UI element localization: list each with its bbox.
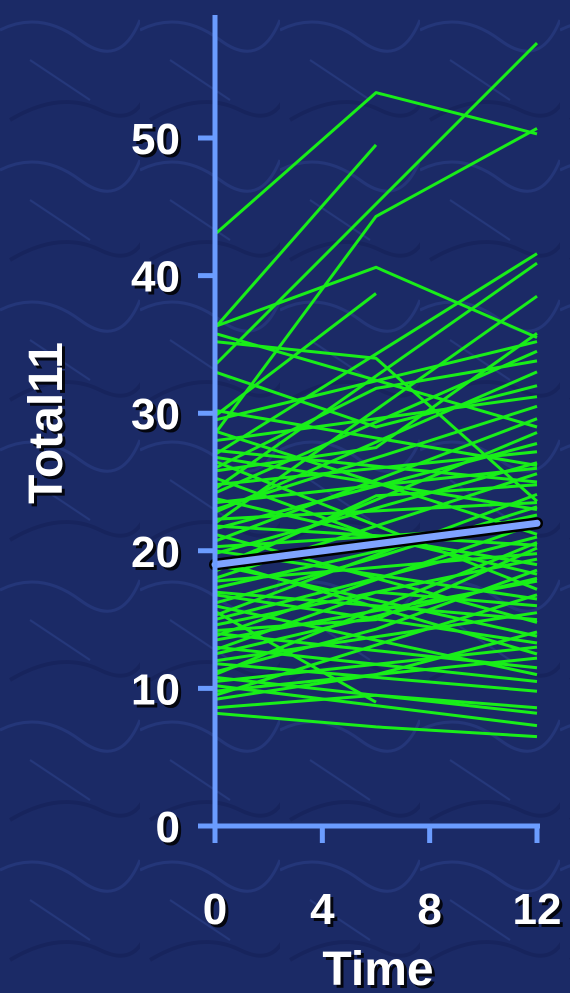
y-axis-title: Total11 bbox=[20, 342, 73, 504]
y-tick-label-50-shadow: 50 bbox=[134, 118, 183, 167]
y-tick-label-20-shadow: 20 bbox=[134, 531, 183, 580]
y-tick-label-20: 20 bbox=[131, 528, 180, 577]
trajectory-line-56 bbox=[214, 431, 538, 569]
trajectory-line-67 bbox=[214, 524, 538, 547]
trajectory-line-55 bbox=[214, 370, 538, 429]
trajectory-line-36 bbox=[214, 593, 538, 645]
x-tick-label-8: 8 bbox=[417, 885, 441, 934]
trajectory-line-52 bbox=[214, 395, 538, 443]
trajectory-line-1 bbox=[214, 91, 538, 236]
trajectory-line-59 bbox=[214, 593, 538, 697]
individual-trajectories bbox=[213, 42, 539, 739]
trajectory-line-14 bbox=[214, 349, 538, 495]
y-tick-label-40-shadow: 40 bbox=[134, 256, 183, 305]
y-tick-label-0: 0 bbox=[156, 803, 180, 852]
y-tick-label-40: 40 bbox=[131, 253, 180, 302]
trajectory-line-16 bbox=[214, 404, 538, 511]
trajectory-line-26 bbox=[214, 505, 538, 605]
trajectory-line-64 bbox=[214, 576, 538, 656]
trajectory-line-70 bbox=[214, 675, 538, 715]
x-tick-label-4-shadow: 4 bbox=[313, 888, 338, 937]
trajectory-line-8 bbox=[214, 261, 538, 491]
trajectory-line-2 bbox=[213, 42, 539, 367]
x-tick-label-0: 0 bbox=[203, 885, 227, 934]
x-axis-title-group: Time Time bbox=[322, 943, 436, 993]
y-tick-label-10: 10 bbox=[131, 665, 180, 714]
y-tick-label-0-shadow: 0 bbox=[159, 806, 183, 855]
mean-line bbox=[211, 519, 541, 569]
trajectory-line-66 bbox=[214, 557, 538, 627]
y-axis-title-shadow: Total11 bbox=[23, 345, 76, 507]
trajectory-line-12 bbox=[214, 340, 538, 422]
trajectory-line-61 bbox=[214, 604, 538, 677]
x-tick-label-0-shadow: 0 bbox=[206, 888, 230, 937]
x-axis-title: Time bbox=[322, 943, 433, 993]
x-tick-label-12-shadow: 12 bbox=[516, 888, 565, 937]
trajectory-line-9 bbox=[214, 294, 538, 525]
trajectory-line-21 bbox=[214, 461, 538, 556]
mean-trend bbox=[209, 517, 543, 571]
y-tick-label-10-shadow: 10 bbox=[134, 668, 183, 717]
trajectory-line-24 bbox=[214, 370, 538, 514]
y-tick-label-30: 30 bbox=[131, 390, 180, 439]
x-axis-title-shadow: Time bbox=[325, 946, 436, 993]
trajectory-line-58 bbox=[214, 541, 538, 676]
y-axis-title-group: Total11 Total11 bbox=[20, 342, 76, 507]
trajectory-line-63 bbox=[214, 455, 538, 511]
x-tick-label-4: 4 bbox=[310, 885, 335, 934]
trajectory-line-69 bbox=[214, 563, 538, 638]
y-tick-label-50: 50 bbox=[131, 115, 180, 164]
x-tick-label-8-shadow: 8 bbox=[420, 888, 444, 937]
trajectory-line-6 bbox=[214, 292, 377, 418]
axes bbox=[198, 15, 540, 843]
trajectory-line-5 bbox=[214, 265, 538, 339]
x-tick-label-12: 12 bbox=[513, 885, 562, 934]
trajectory-line-53 bbox=[214, 501, 538, 521]
trajectory-line-45 bbox=[214, 711, 538, 739]
trajectory-line-43 bbox=[214, 662, 538, 693]
y-tick-label-30-shadow: 30 bbox=[134, 393, 183, 442]
trajectory-line-60 bbox=[214, 332, 538, 473]
trajectory-line-65 bbox=[214, 590, 538, 622]
trajectory-line-46 bbox=[214, 684, 538, 728]
trajectory-line-3 bbox=[213, 143, 378, 329]
trajectory-line-20 bbox=[214, 417, 538, 543]
trajectory-line-68 bbox=[214, 466, 538, 505]
trajectory-line-4 bbox=[213, 127, 538, 435]
